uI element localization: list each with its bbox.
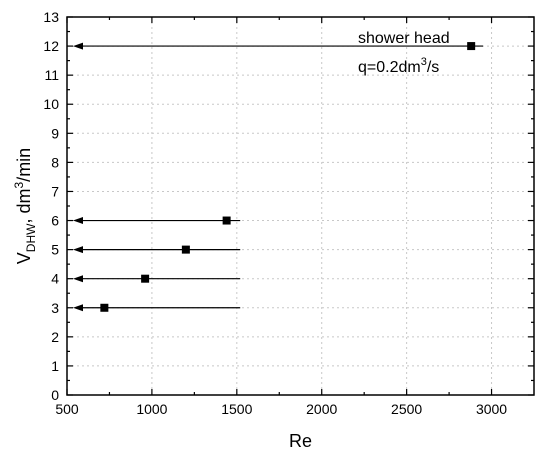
arrowhead bbox=[73, 217, 83, 225]
annotation-line-2: q=0.2dm3/s bbox=[358, 56, 439, 76]
x-tick-label: 1000 bbox=[136, 401, 167, 417]
x-tick-labels: 500 1000 1500 2000 2500 3000 bbox=[55, 401, 507, 417]
data-point bbox=[467, 42, 476, 51]
y-axis-title-prefix: V bbox=[14, 252, 34, 264]
data-series bbox=[73, 42, 484, 312]
y-tick-label: 8 bbox=[51, 154, 59, 170]
y-tick-label: 11 bbox=[44, 67, 59, 83]
x-tick-label: 3000 bbox=[476, 401, 507, 417]
data-point bbox=[181, 245, 190, 254]
y-tick-label: 5 bbox=[51, 242, 59, 258]
x-tick-label: 2500 bbox=[391, 401, 422, 417]
arrowhead bbox=[73, 304, 83, 312]
data-point bbox=[141, 274, 150, 283]
y-axis-title-mid: , dm bbox=[14, 189, 34, 224]
y-tick-label: 9 bbox=[51, 125, 59, 141]
grid-lines bbox=[67, 17, 534, 395]
annotation-line-2-prefix: q=0.2dm bbox=[358, 59, 421, 76]
y-tick-label: 4 bbox=[51, 271, 59, 287]
plot-frame bbox=[66, 16, 535, 396]
data-point bbox=[100, 303, 109, 312]
x-axis-title: Re bbox=[289, 431, 312, 451]
minor-ticks bbox=[67, 17, 534, 395]
annotation-line-2-suffix: /s bbox=[427, 59, 439, 76]
y-axis-title-subscript: DHW bbox=[24, 223, 38, 252]
arrowhead bbox=[73, 42, 83, 50]
major-ticks bbox=[66, 16, 534, 396]
y-tick-label: 3 bbox=[51, 300, 59, 316]
y-tick-label: 0 bbox=[51, 387, 59, 403]
data-point bbox=[222, 216, 231, 225]
y-tick-label: 1 bbox=[51, 358, 59, 374]
x-tick-label: 2000 bbox=[306, 401, 337, 417]
x-tick-label: 1500 bbox=[221, 401, 252, 417]
annotation-line-2-superscript: 3 bbox=[421, 56, 427, 68]
y-axis-title-superscript: 3 bbox=[12, 182, 26, 189]
arrowhead bbox=[73, 246, 83, 254]
y-tick-label: 6 bbox=[51, 213, 59, 229]
x-tick-label: 500 bbox=[55, 401, 79, 417]
y-tick-label: 12 bbox=[43, 38, 59, 54]
y-tick-label: 7 bbox=[51, 183, 59, 199]
y-axis-title: VDHW, dm3/min bbox=[12, 148, 38, 264]
y-axis-title-suffix: /min bbox=[14, 148, 34, 182]
y-tick-label: 10 bbox=[43, 96, 59, 112]
y-tick-label: 13 bbox=[43, 9, 59, 25]
y-tick-label: 2 bbox=[51, 329, 59, 345]
annotation-line-1: shower head bbox=[358, 30, 450, 47]
arrowhead bbox=[73, 275, 83, 283]
